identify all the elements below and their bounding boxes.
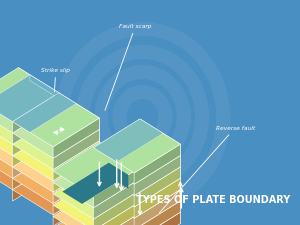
Text: Reverse fault: Reverse fault [159, 126, 255, 213]
Polygon shape [13, 127, 59, 167]
Polygon shape [53, 164, 99, 204]
Polygon shape [18, 80, 59, 116]
Polygon shape [140, 187, 180, 223]
Polygon shape [134, 201, 180, 225]
Polygon shape [94, 202, 140, 225]
Polygon shape [140, 131, 180, 167]
Polygon shape [94, 164, 180, 218]
Polygon shape [94, 119, 180, 173]
Polygon shape [13, 105, 59, 145]
Polygon shape [53, 141, 99, 181]
Polygon shape [0, 80, 59, 133]
Polygon shape [18, 102, 59, 139]
Polygon shape [13, 116, 59, 156]
Polygon shape [59, 161, 99, 198]
Polygon shape [0, 91, 59, 145]
Polygon shape [30, 75, 59, 99]
Polygon shape [99, 199, 140, 225]
Polygon shape [53, 199, 140, 225]
Polygon shape [13, 150, 99, 204]
Polygon shape [53, 175, 99, 215]
Polygon shape [53, 177, 140, 225]
Polygon shape [0, 68, 59, 122]
Polygon shape [13, 116, 99, 170]
Polygon shape [13, 139, 59, 178]
Polygon shape [13, 93, 59, 133]
Polygon shape [134, 167, 180, 207]
Polygon shape [59, 150, 99, 186]
Polygon shape [94, 213, 140, 225]
Polygon shape [94, 119, 163, 162]
Polygon shape [53, 152, 99, 192]
Polygon shape [53, 165, 140, 219]
Polygon shape [53, 143, 140, 196]
Polygon shape [94, 131, 180, 184]
Text: Normal fault: Normal fault [0, 224, 1, 225]
Polygon shape [13, 127, 99, 181]
Polygon shape [62, 163, 128, 204]
Polygon shape [53, 130, 99, 170]
Polygon shape [140, 153, 180, 190]
Polygon shape [134, 156, 180, 196]
Polygon shape [0, 113, 59, 167]
Text: TYPES OF PLATE BOUNDARY: TYPES OF PLATE BOUNDARY [136, 194, 290, 204]
Polygon shape [99, 188, 140, 224]
Polygon shape [53, 186, 99, 225]
Polygon shape [94, 190, 140, 225]
Polygon shape [94, 179, 140, 219]
Polygon shape [94, 168, 140, 208]
Polygon shape [94, 187, 180, 225]
Polygon shape [59, 139, 99, 175]
Polygon shape [140, 176, 180, 212]
Polygon shape [13, 139, 99, 192]
Polygon shape [53, 119, 99, 158]
Polygon shape [99, 177, 140, 213]
Polygon shape [134, 178, 180, 218]
Polygon shape [94, 142, 180, 196]
Text: Fault scarp: Fault scarp [105, 24, 152, 111]
Polygon shape [94, 176, 180, 225]
Polygon shape [134, 190, 180, 225]
Polygon shape [134, 212, 180, 225]
Polygon shape [140, 119, 180, 156]
Polygon shape [13, 150, 59, 190]
Polygon shape [109, 163, 128, 189]
Polygon shape [99, 143, 140, 179]
Polygon shape [13, 93, 76, 133]
Polygon shape [13, 93, 99, 147]
Polygon shape [53, 154, 140, 208]
Polygon shape [0, 125, 59, 178]
Polygon shape [94, 153, 180, 207]
Polygon shape [59, 93, 99, 130]
Polygon shape [59, 116, 99, 152]
Polygon shape [53, 188, 140, 225]
Polygon shape [18, 125, 59, 161]
Polygon shape [94, 224, 140, 225]
Polygon shape [18, 136, 59, 172]
Text: Strike slip: Strike slip [41, 68, 70, 93]
Polygon shape [99, 210, 140, 225]
Polygon shape [59, 105, 99, 141]
Polygon shape [0, 102, 59, 156]
Polygon shape [59, 127, 99, 164]
Polygon shape [0, 75, 59, 122]
Polygon shape [13, 105, 99, 158]
Polygon shape [18, 68, 59, 105]
Polygon shape [53, 210, 140, 225]
Polygon shape [99, 154, 140, 190]
Polygon shape [13, 161, 99, 215]
Polygon shape [99, 165, 140, 202]
Polygon shape [140, 164, 180, 201]
Polygon shape [0, 136, 59, 190]
Polygon shape [18, 113, 59, 150]
Polygon shape [134, 144, 180, 184]
Polygon shape [13, 161, 59, 201]
Polygon shape [140, 142, 180, 178]
Polygon shape [18, 91, 59, 127]
